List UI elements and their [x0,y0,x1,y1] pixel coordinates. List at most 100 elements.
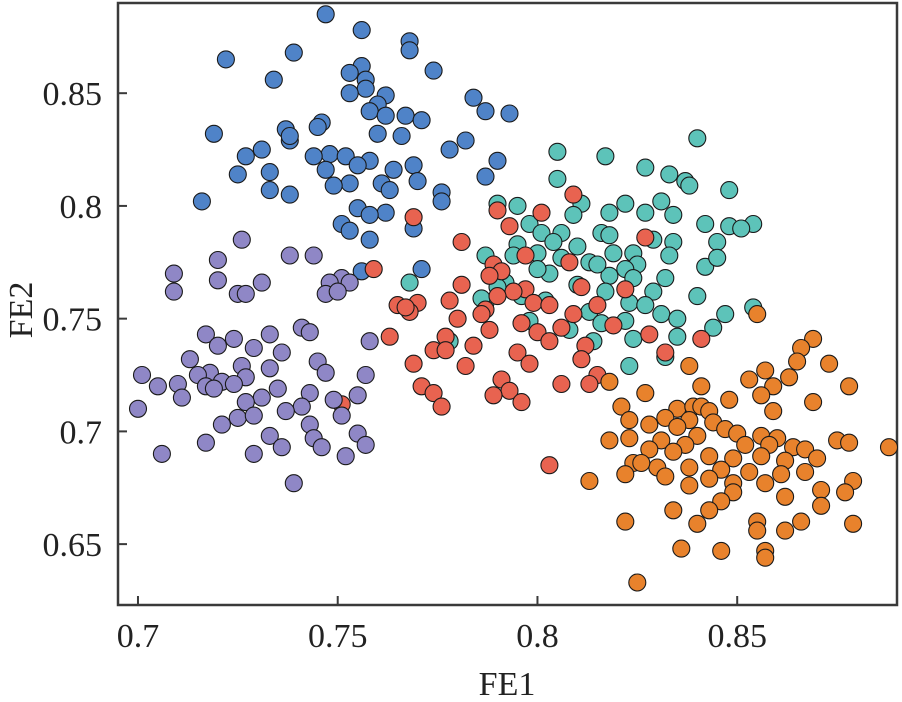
data-point [752,447,771,466]
data-point [436,341,455,360]
data-point [652,431,671,450]
data-point [208,336,227,355]
data-point [192,192,211,211]
data-point [700,447,719,466]
data-point [440,140,459,159]
data-point [560,253,579,272]
data-point [284,43,303,62]
data-point [360,205,379,224]
data-point [276,402,295,421]
data-point [304,147,323,166]
data-point [564,305,583,324]
data-point [356,79,375,98]
data-point [640,440,659,459]
data-point [380,181,399,200]
data-point [612,397,631,416]
data-point [520,214,539,234]
data-point [804,329,823,348]
data-point [624,329,643,348]
data-point [696,257,715,276]
data-point [476,167,495,186]
data-point [408,172,427,191]
data-point [360,230,379,249]
data-point [260,325,279,344]
data-point [568,237,587,256]
data-point [524,293,543,312]
data-point [788,352,807,371]
data-point [776,487,795,506]
data-point [432,192,451,211]
x-tick-label: 0.85 [707,618,767,655]
data-point [764,402,783,421]
data-point [540,296,559,315]
data-point [320,145,339,164]
data-point [400,41,419,60]
plot-area [116,1,899,607]
data-point [488,151,507,170]
data-point [368,124,387,143]
data-point [316,160,335,179]
data-point [328,282,347,301]
data-point [688,426,707,445]
y-tick-label: 0.75 [43,302,103,339]
data-point [596,282,615,301]
data-point [292,397,311,416]
data-point [636,296,655,315]
data-point [748,305,767,324]
data-point [432,397,451,416]
data-point [316,5,335,24]
data-point [228,408,247,427]
data-point [152,444,171,463]
data-point [500,104,519,123]
data-point [720,390,739,409]
data-point [480,320,499,339]
data-point [244,406,263,425]
data-point [340,63,359,82]
data-point [520,354,539,373]
data-point [812,480,831,500]
data-point [404,208,423,227]
data-point [632,453,651,473]
data-point [540,456,559,475]
data-point [280,185,299,204]
data-point [628,573,647,592]
data-point [128,399,148,418]
data-point [688,514,707,533]
data-point [452,232,471,252]
data-point [652,305,671,324]
data-point [724,483,743,502]
data-point [164,264,183,283]
data-point [332,406,351,425]
data-point [452,275,471,294]
data-point [680,356,699,376]
x-tick-label: 0.8 [516,618,559,655]
data-point [380,327,399,346]
data-point [636,158,655,177]
data-point [620,356,639,376]
data-point [324,390,343,409]
data-point [508,343,527,362]
y-axis-ticks: 0.65 0.7 0.75 0.8 0.85 [43,76,127,564]
data-point [204,124,223,143]
data-point [636,203,655,222]
data-point [208,271,227,290]
data-point [604,244,623,263]
data-point [572,278,591,297]
data-point [680,458,699,477]
data-point [844,514,863,533]
data-point [640,325,659,344]
data-point [508,196,527,215]
data-point [512,314,531,333]
data-point [268,379,287,398]
data-point [424,61,443,80]
data-point [564,205,583,224]
data-point [748,521,767,540]
data-point [340,273,359,292]
data-point [396,298,415,317]
data-point [752,386,771,405]
data-point [252,388,271,407]
data-point [440,291,459,310]
data-point [696,214,715,234]
data-point [336,147,355,166]
data-point [260,181,279,200]
